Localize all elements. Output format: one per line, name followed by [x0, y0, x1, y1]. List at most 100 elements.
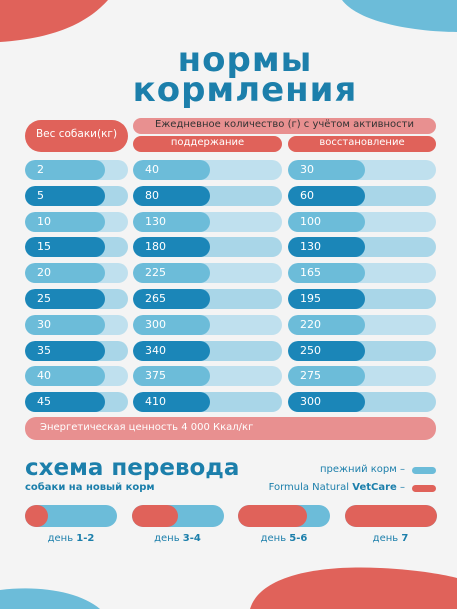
cell-text: 40 [145, 163, 159, 176]
cell-fill [288, 211, 365, 232]
header-cell: поддержание [133, 136, 282, 152]
cell-text: 300 [145, 317, 166, 331]
table-cell: 15 [25, 237, 128, 258]
day-label: день 3-4 [132, 533, 224, 544]
table-cell: 165 [288, 263, 436, 284]
day-text: день [372, 533, 402, 544]
header-text: восстановление [319, 137, 405, 148]
table-cell: 30 [25, 314, 128, 335]
cell-text: 195 [300, 292, 321, 305]
cell-text: 130 [145, 214, 166, 228]
cell-fill [25, 340, 105, 361]
legend-swatch [412, 485, 436, 492]
cell-fill [25, 263, 105, 284]
day-bar [238, 505, 330, 527]
cell-fill [133, 340, 210, 361]
table-cell: 250 [288, 340, 436, 361]
table-cell: 225 [133, 263, 282, 284]
day-range: 5-6 [289, 533, 308, 544]
cell-fill [25, 392, 105, 413]
cell-fill [288, 185, 365, 206]
cell-text: 10 [37, 214, 51, 228]
cell-text: 265 [145, 292, 166, 305]
cell-fill [133, 185, 210, 206]
cell-fill [288, 263, 365, 284]
cell-fill [25, 237, 105, 258]
day-label: день 5-6 [238, 533, 330, 544]
cell-text: 80 [145, 188, 159, 202]
cell-text: 340 [145, 343, 166, 357]
day-bar-new [238, 505, 307, 527]
cell-fill [288, 237, 365, 258]
cell-fill [25, 289, 105, 309]
title: кормления [132, 70, 358, 110]
legend-label: прежний корм – [320, 464, 405, 475]
table-cell: 410 [133, 392, 282, 413]
table-cell: 5 [25, 185, 128, 206]
cell-fill [25, 211, 105, 232]
table-cell: 300 [133, 314, 282, 335]
cell-fill [133, 263, 210, 284]
table-cell: 40 [133, 160, 282, 180]
day-range: 1-2 [76, 533, 95, 544]
day-bar [25, 505, 117, 527]
cell-fill [288, 366, 365, 387]
table-cell: 265 [133, 289, 282, 309]
cell-text: 30 [300, 163, 314, 176]
table-cell: 100 [288, 211, 436, 232]
footer-cell: Энергетическая ценность 4 000 Ккал/кг [25, 417, 436, 440]
cell-text: 410 [145, 395, 166, 409]
cell-text: 100 [300, 214, 321, 228]
day-label: день 7 [345, 533, 437, 544]
cell-fill [133, 289, 210, 309]
table-cell: 180 [133, 237, 282, 258]
table-cell: 195 [288, 289, 436, 309]
cell-fill [25, 160, 105, 180]
table-cell: 130 [133, 211, 282, 232]
cell-fill [288, 289, 365, 309]
cell-fill [288, 160, 365, 180]
table-cell: 300 [288, 392, 436, 413]
cell-fill [25, 366, 105, 387]
legend-text: Formula Natural [268, 482, 353, 493]
cell-fill [133, 211, 210, 232]
header-cell: восстановление [288, 136, 436, 152]
cell-text: 5 [37, 188, 44, 202]
cell-fill [25, 314, 105, 335]
cell-fill [25, 185, 105, 206]
cell-text: 220 [300, 317, 321, 331]
cell-text: 40 [37, 369, 51, 383]
legend-brand: VetCare [352, 482, 397, 493]
cell-text: 45 [37, 395, 51, 409]
cell-fill [133, 366, 210, 387]
day-bar-new [25, 505, 48, 527]
header-cell: Вес собаки(кг) [25, 120, 128, 152]
table-cell: 35 [25, 340, 128, 361]
table-cell: 340 [133, 340, 282, 361]
day-text: день [47, 533, 77, 544]
cell-fill [288, 314, 365, 335]
day-bar-new [344, 505, 437, 527]
cell-fill [133, 314, 210, 335]
legend-label: Formula Natural VetCare – [269, 482, 405, 493]
title: нормы [177, 40, 313, 80]
header-cell: Ежедневное количество (г) с учётом актив… [133, 118, 436, 134]
day-bar [344, 505, 437, 527]
cell-text: 375 [145, 369, 166, 383]
table-cell: 130 [288, 237, 436, 258]
header-text: Ежедневное количество (г) с учётом актив… [154, 119, 414, 130]
cell-fill [133, 392, 210, 413]
legend-swatch [412, 467, 436, 474]
footer-text: Энергетическая ценность 4 000 Ккал/кг [40, 422, 254, 433]
header-text: поддержание [170, 137, 245, 148]
section-subtitle: собаки на новый корм [25, 482, 155, 493]
table-cell: 80 [133, 185, 282, 206]
cell-text: 300 [300, 395, 321, 409]
cell-text: 2 [37, 163, 44, 176]
day-label: день 1-2 [25, 533, 117, 544]
table-cell: 10 [25, 211, 128, 232]
cell-text: 35 [37, 343, 51, 357]
table-cell: 275 [288, 366, 436, 387]
cell-text: 250 [300, 343, 321, 357]
table-cell: 25 [25, 289, 128, 309]
